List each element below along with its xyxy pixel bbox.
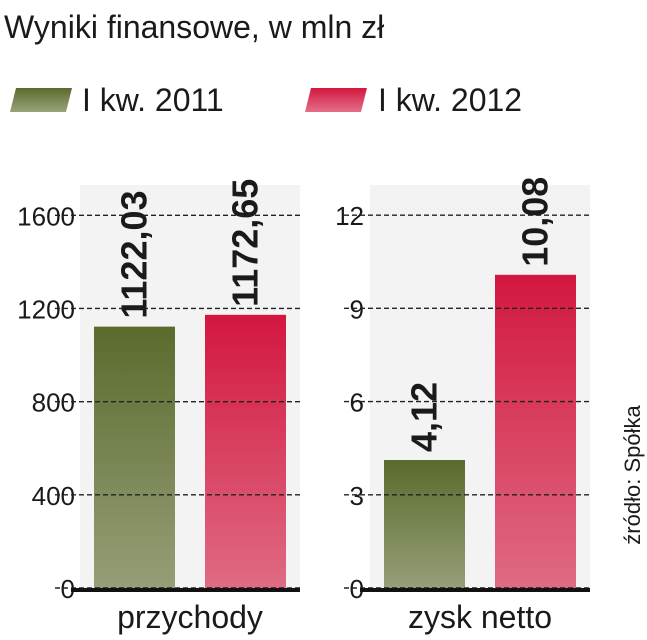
y-tick-label: 9 bbox=[350, 294, 364, 324]
y-tick-label: 0 bbox=[61, 574, 75, 604]
y-tick-label: 0 bbox=[350, 574, 364, 604]
y-tick-label: 3 bbox=[350, 481, 364, 511]
bar bbox=[495, 274, 576, 588]
value-label: 1172,65 bbox=[225, 179, 266, 307]
bar bbox=[205, 314, 286, 588]
legend-swatch bbox=[305, 88, 367, 112]
x-axis-label: zysk netto bbox=[408, 599, 552, 635]
y-tick-label: 1600 bbox=[17, 201, 75, 231]
chart-title: Wyniki finansowe, w mln zł bbox=[4, 9, 384, 45]
value-label: 1122,03 bbox=[114, 190, 155, 318]
value-label: 4,12 bbox=[404, 382, 445, 452]
bar bbox=[384, 459, 465, 588]
value-label: 10,08 bbox=[515, 177, 556, 267]
bar bbox=[94, 326, 175, 588]
y-tick-label: 12 bbox=[335, 201, 364, 231]
legend-label: I kw. 2011 bbox=[82, 82, 224, 118]
legend-swatch bbox=[10, 88, 72, 112]
y-tick-label: 800 bbox=[32, 388, 75, 418]
y-tick-label: 6 bbox=[350, 388, 364, 418]
y-tick-label: 1200 bbox=[17, 294, 75, 324]
x-axis-label: przychody bbox=[117, 599, 263, 635]
source: źródło: Spółka bbox=[620, 405, 645, 545]
y-tick-label: 400 bbox=[32, 481, 75, 511]
legend-label: I kw. 2012 bbox=[378, 82, 522, 118]
